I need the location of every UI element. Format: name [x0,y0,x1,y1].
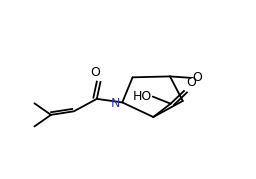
Text: O: O [90,66,100,79]
Text: O: O [192,71,202,84]
Text: N: N [111,97,120,110]
Text: HO: HO [132,90,152,103]
Text: O: O [186,76,196,90]
